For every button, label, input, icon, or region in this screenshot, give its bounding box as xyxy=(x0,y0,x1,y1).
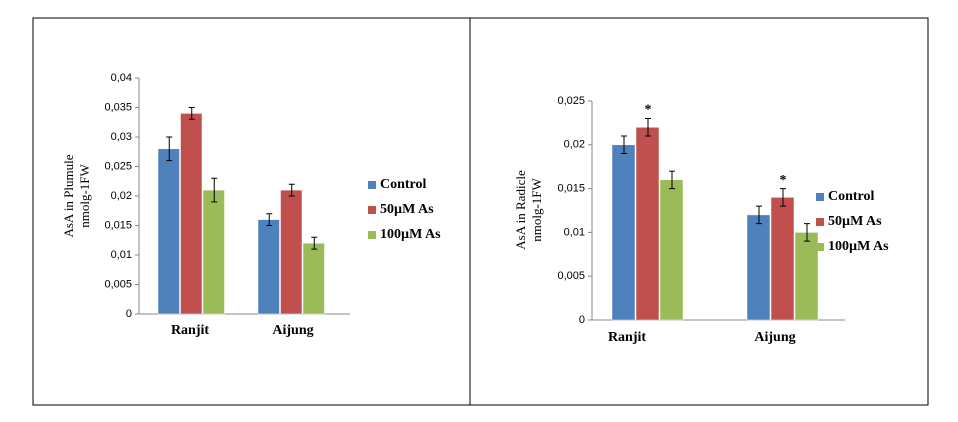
y-tick-label: 0,04 xyxy=(111,72,132,84)
legend-label: 50µM As xyxy=(380,202,434,217)
y-axis-label: AsA in Radicle xyxy=(513,170,528,250)
y-axis-label: nmolg-1FW xyxy=(529,177,544,241)
bar xyxy=(157,148,180,315)
y-axis-label: nmolg-1FW xyxy=(77,163,92,227)
error-bar xyxy=(621,135,627,155)
y-tick-label: 0,025 xyxy=(104,160,132,172)
panel-frame xyxy=(469,17,929,406)
x-tick-label: Aijung xyxy=(272,323,313,338)
legend-label: Control xyxy=(828,189,875,204)
bar xyxy=(794,232,819,321)
y-tick-label: 0,01 xyxy=(564,226,585,238)
y-axis-label: AsA in Plumule xyxy=(61,154,76,237)
bar xyxy=(202,189,225,315)
legend-label: Control xyxy=(380,177,427,192)
error-bar xyxy=(756,205,762,225)
y-tick-label: 0,03 xyxy=(111,131,132,143)
error-bar xyxy=(645,118,651,137)
bar xyxy=(635,127,660,321)
bar xyxy=(611,144,636,321)
y-tick-label: 0,02 xyxy=(564,139,585,151)
legend-swatch xyxy=(816,193,824,201)
error-bar xyxy=(288,183,295,197)
bar xyxy=(257,219,280,315)
error-bar xyxy=(669,170,675,190)
error-bar xyxy=(311,236,318,250)
y-tick-label: 0,02 xyxy=(111,190,132,202)
bar xyxy=(746,214,771,321)
bar xyxy=(180,113,203,315)
legend-swatch xyxy=(368,181,376,189)
legend-swatch xyxy=(816,243,824,251)
legend-swatch xyxy=(368,206,376,214)
x-tick-label: Ranjit xyxy=(608,330,646,345)
y-tick-label: 0,025 xyxy=(557,95,585,107)
y-tick-label: 0,015 xyxy=(557,183,585,195)
legend-swatch xyxy=(368,231,376,239)
legend-swatch xyxy=(816,218,824,226)
error-bar xyxy=(188,107,195,120)
y-tick-label: 0 xyxy=(126,308,132,320)
legend-label: 100µM As xyxy=(380,227,441,242)
y-tick-label: 0,005 xyxy=(104,278,132,290)
y-tick-label: 0,035 xyxy=(104,101,132,113)
bar xyxy=(280,189,303,315)
y-tick-label: 0,01 xyxy=(111,249,132,261)
bar xyxy=(659,179,684,321)
y-tick-label: 0,015 xyxy=(104,219,132,231)
legend-label: 100µM As xyxy=(828,239,889,254)
bar xyxy=(770,197,795,321)
bar xyxy=(302,242,325,315)
x-tick-label: Aijung xyxy=(754,330,795,345)
y-tick-label: 0 xyxy=(579,314,585,326)
error-bar xyxy=(166,136,173,162)
annotation: * xyxy=(780,173,787,188)
x-tick-label: Ranjit xyxy=(171,323,209,338)
error-bar xyxy=(780,188,786,207)
y-tick-label: 0,005 xyxy=(557,270,585,282)
legend-label: 50µM As xyxy=(828,214,882,229)
annotation: * xyxy=(645,103,652,118)
error-bar xyxy=(211,177,218,203)
error-bar xyxy=(266,213,273,226)
error-bar xyxy=(804,223,810,242)
